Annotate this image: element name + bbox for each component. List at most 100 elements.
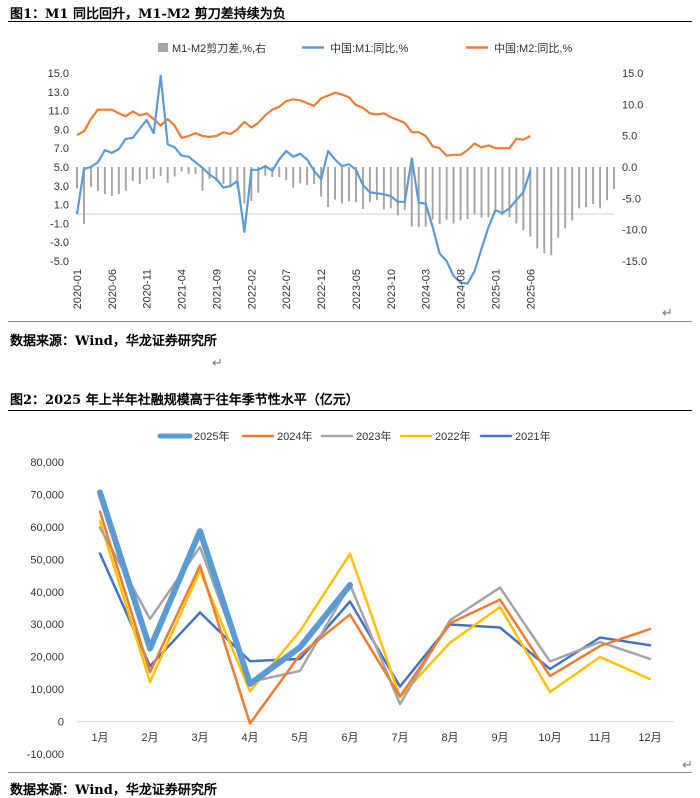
x-tick-label: 7月 [391, 732, 408, 744]
scissors-bar [452, 167, 455, 224]
x-tick-label: 2020-06 [107, 269, 119, 309]
x-tick-label: 2023-05 [351, 269, 363, 309]
scissors-bar [103, 167, 106, 194]
legend-label: 2024年 [277, 429, 312, 443]
x-tick-label: 2024-03 [421, 269, 433, 309]
y-left-tick-label: -5.0 [50, 256, 69, 268]
scissors-bar [613, 167, 615, 189]
scissors-bar [529, 167, 532, 237]
scissors-bar [564, 167, 567, 229]
scissors-bar [410, 167, 413, 227]
scissors-bar [264, 167, 267, 176]
legend-swatch [158, 43, 168, 52]
scissors-bar [571, 167, 574, 221]
y-tick-label: -10,000 [27, 749, 64, 761]
figure1-top-rule [8, 21, 692, 22]
scissors-bar [159, 167, 162, 176]
scissors-bar [466, 167, 469, 220]
scissors-bar [215, 167, 218, 182]
figure2-legend: 2025年 2024年 2023年 2022年 2021年 [157, 429, 550, 443]
x-tick-label: 2021-09 [211, 269, 223, 309]
scissors-bar [375, 167, 378, 201]
y-tick-label: 40,000 [30, 587, 64, 599]
scissors-bar [501, 167, 504, 216]
y-right-tick-label: 0.0 [622, 162, 637, 174]
scissors-bar [187, 167, 190, 174]
scissors-bar [306, 167, 309, 186]
x-tick-label: 2022-02 [246, 269, 258, 309]
figure2-caption: 图2：2025 年上半年社融规模高于往年季节性水平（亿元） [10, 393, 359, 408]
y-tick-label: 20,000 [30, 652, 64, 664]
legend-label: 2022年 [435, 429, 470, 443]
scissors-bar [543, 167, 546, 254]
x-tick-label: 4月 [241, 732, 258, 744]
paragraph-mark-icon: ↵ [212, 356, 223, 371]
figure1-bottom-rule [8, 321, 692, 322]
scissors-bar [480, 167, 483, 218]
series-line-2023年 [98, 526, 652, 706]
figure2-bottom-rule [8, 772, 692, 773]
x-tick-label: 11月 [589, 732, 611, 744]
figure2-chart: 2025年 2024年 2023年 2022年 2021年 80,000 70,000 60… [27, 429, 674, 761]
y-left-tick-label: 5.0 [54, 162, 69, 174]
scissors-bar [445, 167, 448, 220]
series-line-2024年 [98, 510, 652, 725]
x-tick-label: 2022-12 [316, 269, 328, 309]
scissors-bar [250, 167, 253, 201]
figure2-top-rule [8, 410, 692, 411]
scissors-bar [299, 167, 302, 184]
y-tick-label: 10,000 [30, 684, 64, 696]
scissors-bar [124, 167, 127, 191]
x-tick-label: 6月 [341, 732, 358, 744]
series-line-2025年 [97, 489, 353, 687]
y-left-tick-label: 9.0 [54, 124, 69, 136]
scissors-bar [76, 167, 78, 189]
scissors-bar [110, 167, 113, 196]
scissors-bar [320, 167, 323, 197]
y-left-tick-label: 13.0 [48, 87, 69, 99]
x-tick-label: 5月 [291, 732, 308, 744]
y-left-tick-label: 15.0 [48, 68, 69, 80]
scissors-bar [592, 167, 595, 204]
y-tick-label: 50,000 [30, 554, 64, 566]
y-right-tick-label: 5.0 [622, 131, 637, 143]
scissors-bar [131, 167, 134, 181]
y-left-tick-label: -1.0 [50, 218, 69, 230]
scissors-bar [403, 167, 406, 211]
scissors-bar [194, 167, 197, 174]
legend-label: 中国:M1:同比,% [330, 42, 408, 55]
y-right-tick-label: -10.0 [622, 225, 647, 237]
x-tick-label: 10月 [538, 732, 561, 744]
scissors-bar [138, 167, 141, 184]
scissors-bar [473, 167, 476, 214]
figure1-legend: M1-M2剪刀差,%,右 中国:M1:同比,% 中国:M2:同比,% [158, 41, 572, 55]
scissors-bar [313, 167, 316, 184]
figure1-caption: 图1：M1 同比回升，M1-M2 剪刀差持续为负 [10, 7, 286, 22]
scissors-bar [96, 167, 99, 191]
y-left-tick-label: 11.0 [48, 106, 69, 118]
scissors-bar [585, 167, 588, 208]
x-tick-label: 2025-01 [490, 269, 502, 309]
scissors-bar [382, 167, 385, 210]
y-tick-label: 0 [58, 717, 64, 729]
scissors-bar [508, 167, 511, 218]
scissors-bar [292, 167, 295, 188]
scissors-bar [334, 167, 337, 200]
y-tick-label: 70,000 [30, 489, 64, 501]
scissors-bar [327, 167, 330, 208]
x-tick-label: 2月 [141, 732, 158, 744]
scissors-bar [89, 167, 92, 188]
scissors-bar [550, 167, 553, 256]
paragraph-mark-icon: ↵ [682, 758, 693, 773]
y-tick-label: 60,000 [30, 522, 64, 534]
y-right-tick-label: -15.0 [622, 256, 647, 268]
scissors-bar [459, 167, 462, 221]
legend-label: 2021年 [515, 429, 550, 443]
scissors-bar [201, 167, 204, 191]
scissors-bar [348, 167, 350, 202]
x-tick-label: 9月 [491, 732, 508, 744]
scissors-bar [487, 167, 490, 218]
scissors-bar [396, 167, 399, 216]
x-tick-label: 2021-04 [177, 269, 189, 309]
m2-line [76, 91, 531, 157]
